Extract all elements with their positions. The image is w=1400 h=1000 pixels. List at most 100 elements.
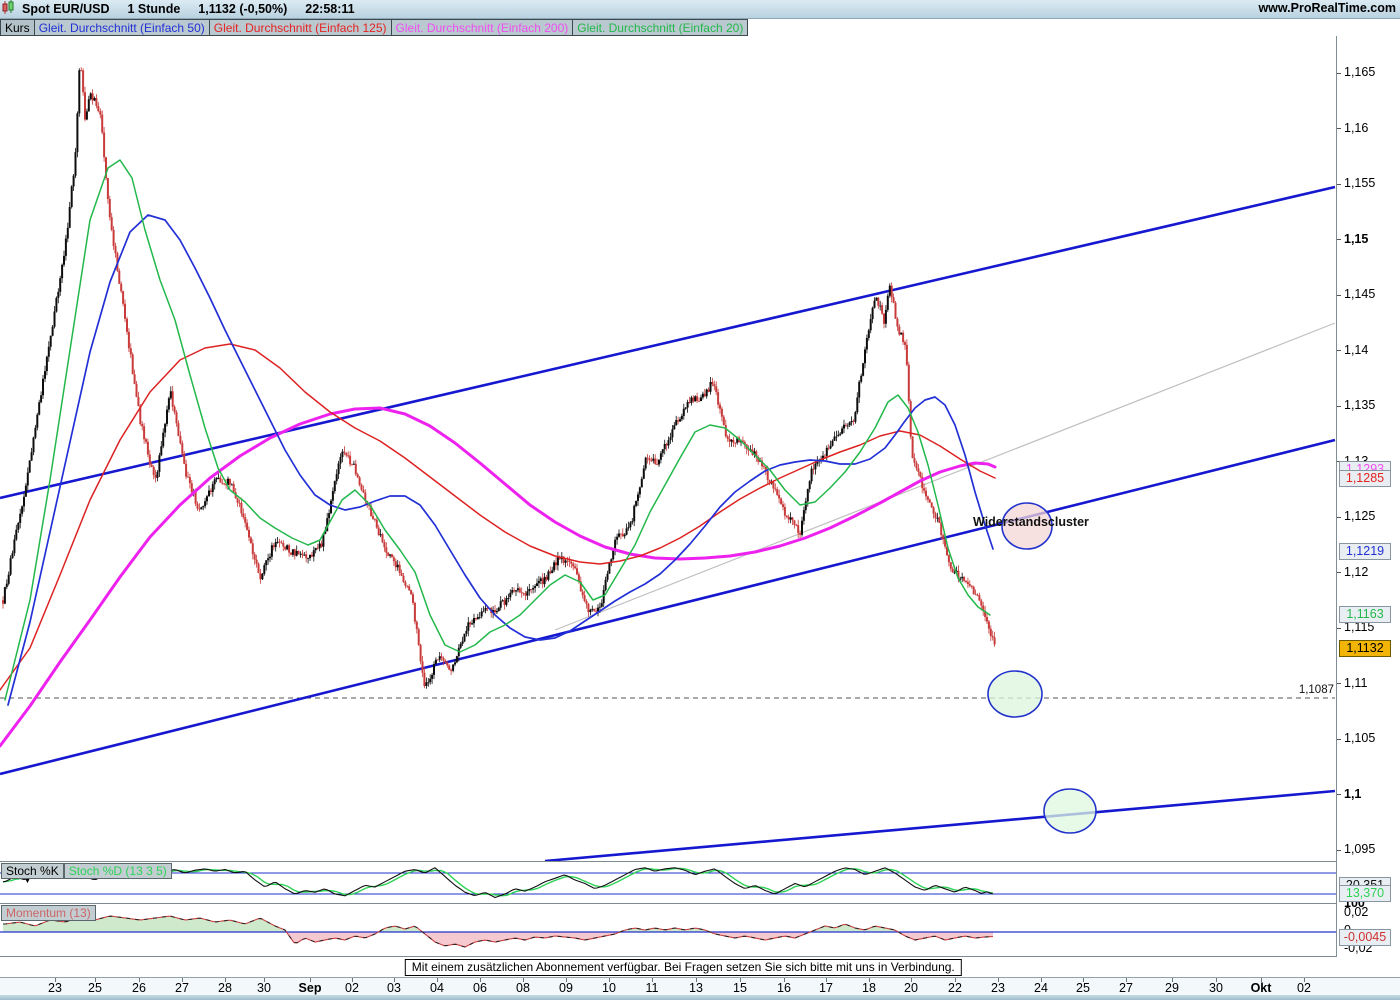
- curve-ma125: [0, 343, 996, 691]
- notice-row: Mit einem zusätzlichen Abonnement verfüg…: [0, 957, 1400, 977]
- legend-item-sma50[interactable]: Gleit. Durchschnitt (Einfach 50): [34, 19, 210, 36]
- time-axis[interactable]: 23 25 26 27 28 30 Sep 02 03 04 06 08 09 10 11 13 15 16 17 1…: [0, 977, 1400, 996]
- time-axis-tick: [609, 978, 610, 982]
- time-axis-tick: [225, 978, 226, 982]
- momentum-value-box: -0,0045: [1339, 929, 1391, 946]
- time-axis-tick: [1083, 978, 1084, 982]
- price-highlight-last: 1,1132: [1339, 639, 1391, 657]
- time-axis-label: 28: [218, 981, 232, 995]
- price-tick-label: 1,105: [1344, 731, 1376, 745]
- time-axis-label: 02: [1297, 981, 1311, 995]
- curve-ma200: [0, 406, 997, 748]
- price-tick-mark: [1337, 239, 1341, 240]
- pane-separator: [0, 903, 1400, 904]
- time-axis-tick: [480, 978, 481, 982]
- price-highlight-ma50: 1,1219: [1339, 543, 1391, 561]
- time-axis-label: 23: [48, 981, 62, 995]
- price-tick-mark: [1337, 849, 1341, 851]
- time-axis-label: 03: [387, 981, 401, 995]
- time-axis-label: 23: [991, 981, 1005, 995]
- time-axis-label: 13: [689, 981, 703, 995]
- legend-item-sma125[interactable]: Gleit. Durchschnitt (Einfach 125): [209, 19, 392, 36]
- time-axis-tick: [1261, 978, 1262, 982]
- price-tick-label: 1,12: [1344, 564, 1369, 579]
- site-watermark: www.ProRealTime.com: [1258, 1, 1396, 15]
- price-tick-mark: [1337, 183, 1341, 185]
- time-axis-tick: [911, 978, 912, 982]
- time-axis-tick: [523, 978, 524, 982]
- price-chart-canvas: [0, 67, 1336, 861]
- price-tick-label: 1,095: [1344, 842, 1376, 856]
- momentum-area-positive: [3, 916, 993, 932]
- time-axis-tick: [696, 978, 697, 982]
- time-axis-label: 11: [645, 981, 659, 995]
- time-axis-label: 27: [175, 981, 189, 995]
- time-axis-label: 15: [733, 981, 747, 995]
- price-tick-mark: [1337, 72, 1341, 74]
- price-tick-mark: [1337, 350, 1341, 351]
- momentum-canvas: [0, 915, 1336, 948]
- price-tick-mark: [1337, 128, 1341, 129]
- time-axis-label: 04: [430, 981, 444, 995]
- price-tick-mark: [1337, 516, 1341, 518]
- time-axis-tick: [1304, 978, 1305, 982]
- price-tick-label: 1,165: [1344, 65, 1376, 79]
- time-axis-label: 25: [88, 981, 102, 995]
- time-axis-label: 24: [1034, 981, 1048, 995]
- time-axis-tick: [182, 978, 183, 982]
- price-tick-label: 1,125: [1344, 509, 1376, 523]
- price-tick-mark: [1337, 572, 1341, 573]
- stoch-k-label[interactable]: Stoch %K: [1, 863, 64, 879]
- timeframe-label: 1 Stunde: [127, 2, 181, 16]
- time-axis-tick: [652, 978, 653, 982]
- momentum-pane[interactable]: [0, 904, 1336, 956]
- price-tick-label: 1,1: [1344, 786, 1362, 801]
- time-axis-label: 30: [257, 981, 271, 995]
- price-tick-label: 1,14: [1344, 342, 1369, 357]
- price-highlight-ma125: 1,1285: [1339, 470, 1391, 488]
- time-axis-tick: [955, 978, 956, 982]
- legend-item-kurs[interactable]: Kurs: [0, 19, 35, 36]
- time-axis-label: 17: [819, 981, 833, 995]
- time-axis-tick: [1172, 978, 1173, 982]
- curve-ma20: [4, 159, 991, 701]
- curve-ma50: [7, 214, 994, 706]
- price-tick-label: 1,155: [1344, 176, 1376, 190]
- time-axis-tick: [55, 978, 56, 982]
- price-tick-mark: [1337, 738, 1341, 740]
- time-axis-tick: [869, 978, 870, 982]
- time-axis-tick: [998, 978, 999, 982]
- time-axis-tick: [264, 978, 265, 982]
- trendline-upper-channel: [0, 185, 1336, 500]
- gray-trendline: [554, 322, 1336, 631]
- time-axis-label: 16: [777, 981, 791, 995]
- time-axis-label: 09: [559, 981, 573, 995]
- time-axis-tick: [740, 978, 741, 982]
- time-axis-tick: [95, 978, 96, 982]
- ellipse-support-target-2: [1043, 788, 1097, 834]
- price-tick-mark: [1337, 794, 1341, 795]
- time-axis-label: 02: [345, 981, 359, 995]
- momentum-label[interactable]: Momentum (13): [1, 905, 96, 921]
- title-bar: Spot EUR/USD 1 Stunde 1,1132 (-0,50%) 22…: [0, 0, 1400, 19]
- candlestick-icon: [0, 0, 16, 17]
- last-price-change: 1,1132 (-0,50%): [198, 2, 288, 16]
- candles-down-wicks: [2, 67, 995, 689]
- price-highlight-ma20: 1,1163: [1339, 605, 1391, 623]
- time-axis-label: 30: [1209, 981, 1223, 995]
- time-axis-label: 25: [1076, 981, 1090, 995]
- time-axis-tick: [394, 978, 395, 982]
- stochastic-pane[interactable]: [0, 862, 1336, 902]
- price-axis[interactable]: 100 20,351 13,370 0,02 0 -0,02 -0,0045 1…: [1336, 36, 1400, 977]
- time-axis-label: 10: [602, 981, 616, 995]
- stoch-d-label[interactable]: Stoch %D (13 3 5): [63, 863, 172, 879]
- cursor-marker-icon: ▼: [24, 878, 31, 885]
- price-chart-pane[interactable]: Widerstandscluster © ProRealTime.com: [0, 36, 1336, 894]
- time-axis-label: 18: [862, 981, 876, 995]
- time-axis-tick: [437, 978, 438, 982]
- subscription-notice: Mit einem zusätzlichen Abonnement verfüg…: [404, 959, 962, 976]
- price-tick-label: 1,115: [1344, 620, 1375, 634]
- time-axis-label: 29: [1165, 981, 1179, 995]
- legend-item-sma200[interactable]: Gleit. Durchschnitt (Einfach 200): [391, 19, 574, 36]
- legend-item-sma20[interactable]: Gleit. Durchschnitt (Einfach 20): [573, 19, 749, 36]
